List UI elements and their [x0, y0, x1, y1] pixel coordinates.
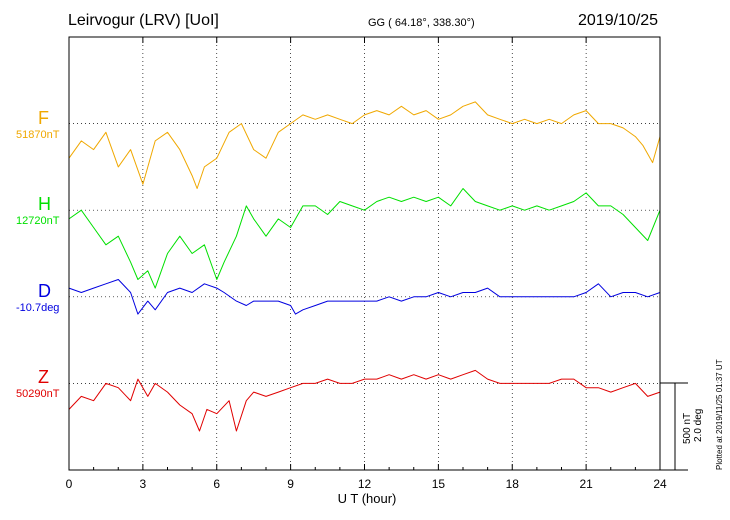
component-letter-Z: Z	[38, 367, 49, 388]
series-line-D	[68, 279, 661, 315]
plot-date: 2019/10/25	[578, 12, 659, 29]
component-letter-D: D	[38, 280, 51, 301]
scale-nt-label: 500 nT	[682, 412, 693, 444]
x-tick-label-24: 24	[653, 477, 667, 491]
series-line-Z	[68, 369, 661, 432]
scale-bar	[660, 382, 688, 471]
component-baseline-D: -10.7deg	[16, 301, 60, 314]
x-tick-label-0: 0	[66, 477, 73, 491]
x-tick-label-15: 15	[432, 477, 446, 491]
x-tick-label-3: 3	[140, 477, 147, 491]
scale-deg-label: 2.0 deg	[693, 408, 704, 442]
x-tick-label-6: 6	[213, 477, 220, 491]
series-line-F	[68, 101, 661, 189]
x-tick-label-9: 9	[287, 477, 294, 491]
series-line-H	[68, 188, 661, 289]
component-baseline-Z: 50290nT	[16, 388, 60, 401]
component-baseline-F: 51870nT	[16, 128, 60, 141]
x-axis-ticks: 0 3 6 9 12 15 18 21 24	[66, 37, 667, 491]
component-baseline-H: 12720nT	[16, 215, 60, 228]
x-tick-label-12: 12	[358, 477, 372, 491]
component-letter-H: H	[38, 194, 51, 215]
x-axis-label: U T (hour)	[338, 491, 397, 506]
station-coordinates: GG ( 64.18°, 338.30°)	[368, 17, 475, 29]
grid	[69, 37, 660, 470]
series-lines	[68, 101, 661, 432]
page-title: Leirvogur (LRV) [UoI]	[68, 12, 219, 29]
x-tick-label-18: 18	[506, 477, 520, 491]
x-tick-label-21: 21	[579, 477, 593, 491]
plotted-at-note: Plotted at 2019/11/25 01:37 UT	[715, 359, 724, 470]
component-letter-F: F	[38, 107, 49, 128]
